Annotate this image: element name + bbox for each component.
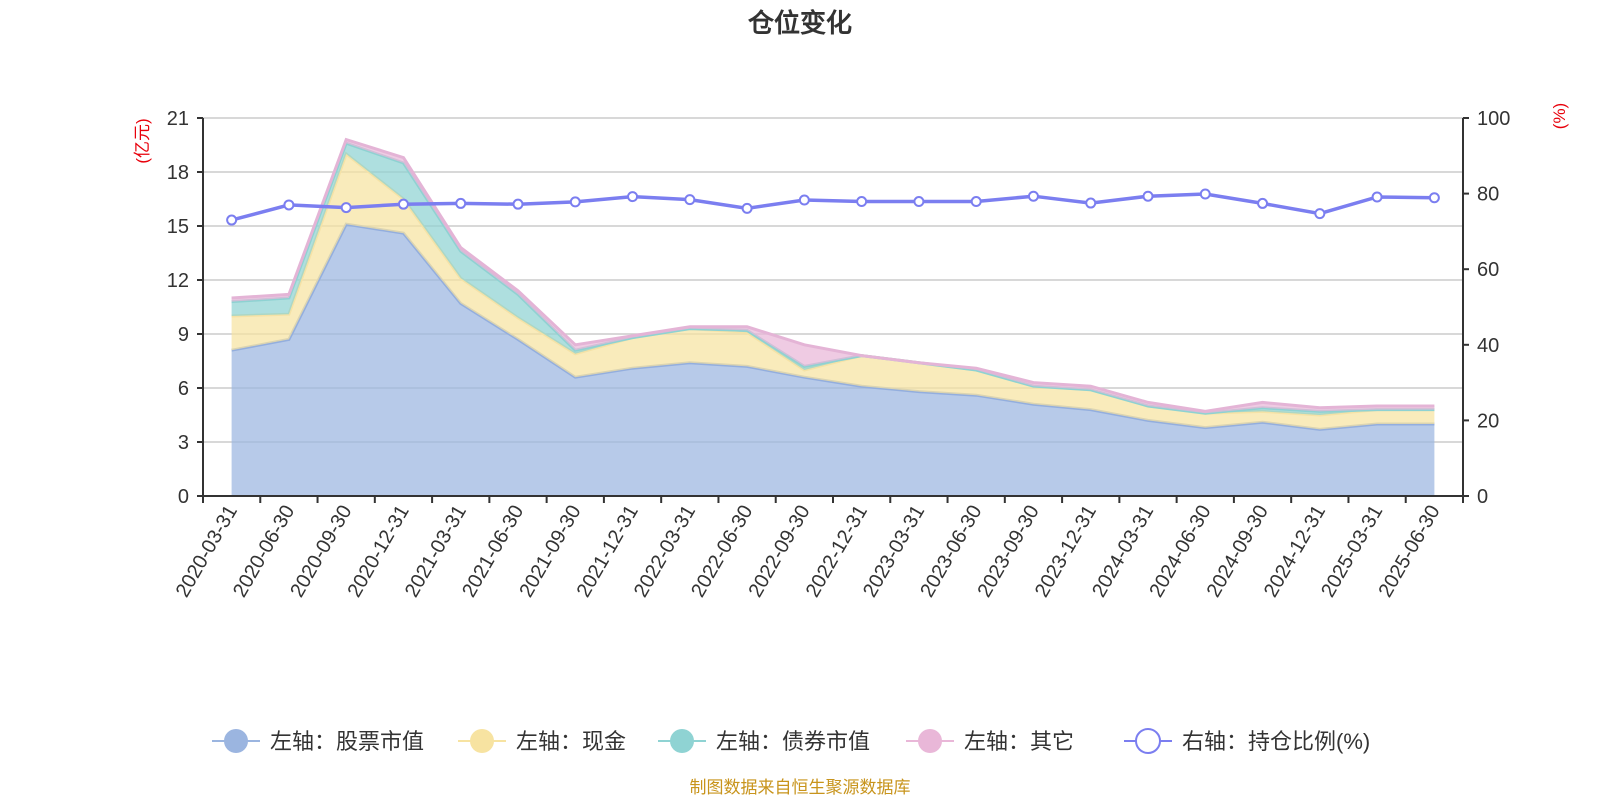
legend-item-cash: 左轴：现金 <box>458 729 626 754</box>
right-tick-label: 80 <box>1477 184 1499 206</box>
left-tick-label: 0 <box>178 486 189 508</box>
ratio-point <box>741 202 753 214</box>
legend-marker <box>224 729 248 753</box>
legend-marker <box>918 729 942 753</box>
ratio-point <box>1371 191 1383 203</box>
legend-item-bond: 左轴：债券市值 <box>658 729 870 754</box>
ratio-point <box>627 191 639 203</box>
ratio-point <box>455 197 467 209</box>
right-tick-label: 0 <box>1477 486 1488 508</box>
ratio-point <box>397 198 409 210</box>
ratio-point <box>1257 197 1269 209</box>
area-other <box>231 139 1435 414</box>
ratio-point <box>798 194 810 206</box>
legend-item-ratio: 右轴：持仓比例(%) <box>1124 728 1370 754</box>
area-bond <box>231 143 1435 415</box>
left-tick-label: 15 <box>167 216 189 238</box>
ratio-point <box>569 196 581 208</box>
legend-label: 左轴：债券市值 <box>716 729 870 754</box>
right-tick-label: 100 <box>1477 108 1510 130</box>
left-tick-label: 6 <box>178 378 189 400</box>
ratio-point <box>512 198 524 210</box>
chart-title: 仓位变化 <box>747 8 852 38</box>
legend-label: 左轴：现金 <box>516 729 626 754</box>
right-axis-unit: (%) <box>1550 103 1569 129</box>
left-tick-label: 3 <box>178 432 189 454</box>
ratio-point <box>1027 190 1039 202</box>
area-stock <box>231 224 1435 496</box>
source-note: 制图数据来自恒生聚源数据库 <box>690 778 911 797</box>
left-axis-unit: (亿元) <box>133 118 152 163</box>
ratio-point <box>1314 208 1326 220</box>
ratio-point <box>226 214 238 226</box>
ratio-line <box>226 188 1440 226</box>
left-tick-label: 9 <box>178 324 189 346</box>
area-cash <box>231 154 1435 430</box>
ratio-point <box>684 194 696 206</box>
ratio-point <box>856 196 868 208</box>
ratio-line-path <box>231 192 1435 222</box>
legend-label: 左轴：其它 <box>964 729 1074 754</box>
legend-label: 右轴：持仓比例(%) <box>1182 729 1370 754</box>
ratio-point <box>970 196 982 208</box>
ratio-point <box>1142 190 1154 202</box>
legend-label: 左轴：股票市值 <box>270 729 424 754</box>
stacked-areas <box>231 137 1435 496</box>
right-tick-label: 60 <box>1477 259 1499 281</box>
legend-marker <box>670 729 694 753</box>
left-tick-label: 12 <box>167 270 189 292</box>
ratio-point <box>1199 188 1211 200</box>
legend-item-stock: 左轴：股票市值 <box>212 729 424 754</box>
legend-item-other: 左轴：其它 <box>906 729 1074 754</box>
right-tick-label: 40 <box>1477 335 1499 357</box>
right-tick-label: 20 <box>1477 410 1499 432</box>
left-tick-label: 18 <box>167 162 189 184</box>
legend-marker <box>470 729 494 753</box>
ratio-point <box>913 196 925 208</box>
ratio-point <box>1085 197 1097 209</box>
ratio-point <box>283 199 295 211</box>
left-tick-label: 21 <box>167 108 189 130</box>
legend-marker <box>1135 728 1161 754</box>
legend: 左轴：股票市值 左轴：现金 左轴：债券市值 左轴：其它 右轴：持仓比例(%) <box>212 728 1370 754</box>
ratio-point <box>1428 192 1440 204</box>
ratio-point <box>340 202 352 214</box>
